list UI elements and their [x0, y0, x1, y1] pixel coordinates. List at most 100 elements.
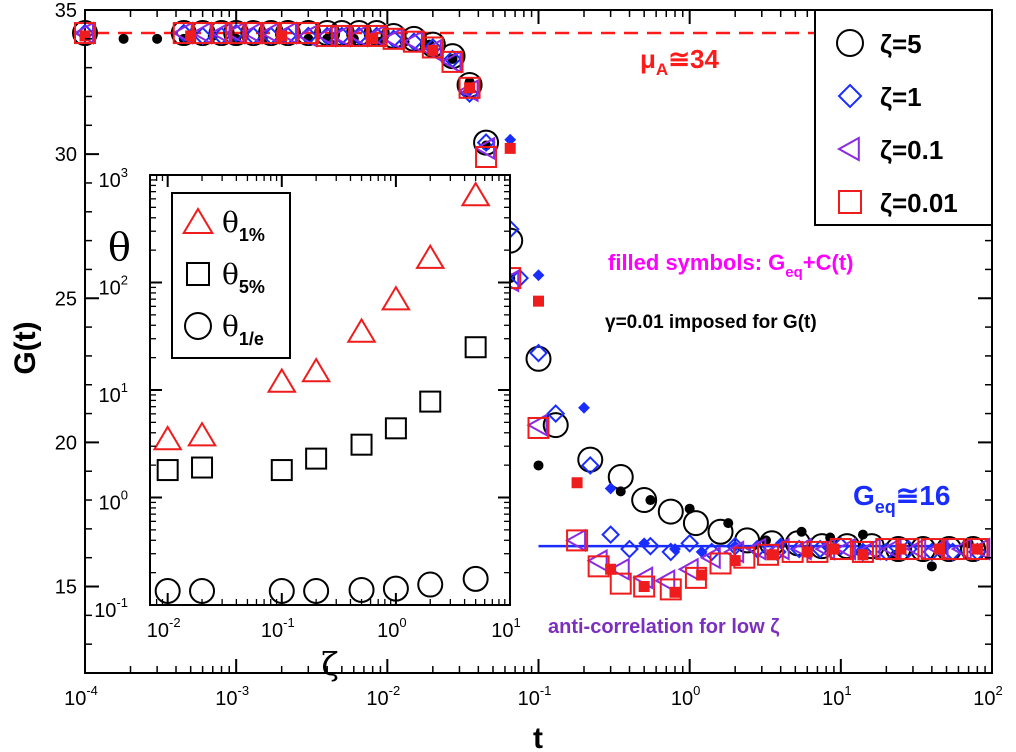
data-point: [440, 50, 462, 74]
data-point: [566, 529, 589, 552]
y-tick-label: 25: [55, 288, 77, 310]
inset-data-point: [415, 243, 446, 269]
inset-x-axis-title: ζ: [321, 645, 338, 683]
x-tick-label: 100: [671, 683, 700, 710]
inset-series-0: [152, 181, 491, 451]
data-point: [209, 21, 231, 45]
main-x-axis-title: t: [533, 722, 543, 752]
series-6: [79, 30, 983, 598]
data-point: [789, 539, 809, 559]
inset-data-point: [419, 390, 442, 413]
data-point: [645, 495, 656, 506]
data-point: [696, 569, 708, 581]
inset-legend-label: θ1/e: [222, 310, 264, 349]
data-point: [620, 539, 639, 559]
data-point: [729, 555, 741, 567]
data-point: [546, 404, 566, 423]
data-point: [638, 537, 651, 550]
data-point: [745, 537, 767, 561]
y-tick-label: 15: [55, 577, 77, 599]
data-point: [835, 537, 857, 561]
data-point: [474, 136, 496, 161]
data-point: [542, 412, 569, 439]
inset-legend-marker: [186, 262, 210, 286]
legend-label: ζ=5: [880, 29, 922, 59]
inset-data-point: [187, 421, 217, 447]
legend-label: ζ=0.01: [880, 188, 958, 218]
data-point: [533, 460, 544, 471]
inset-series-2: [154, 565, 489, 604]
data-point: [571, 477, 583, 489]
data-point: [185, 30, 197, 42]
data-point: [441, 50, 464, 73]
data-point: [707, 518, 734, 545]
data-point: [210, 22, 233, 45]
x-tick-label: 10-3: [215, 683, 249, 710]
data-point: [118, 33, 129, 44]
inset-data-point: [346, 317, 377, 343]
anticorrelation-note: anti-correlation for low ζ: [548, 616, 779, 638]
data-point: [966, 538, 989, 561]
data-point: [633, 575, 656, 598]
data-point: [586, 548, 608, 573]
data-point: [828, 543, 840, 555]
data-point: [152, 33, 163, 44]
data-point: [768, 537, 790, 561]
inset-legend-marker: [184, 312, 212, 340]
data-point: [659, 578, 682, 601]
inset-y-tick-label: 10-1: [94, 595, 128, 622]
data-point: [421, 36, 444, 59]
inset-data-point: [350, 433, 373, 456]
data-point: [527, 416, 550, 439]
data-point: [857, 529, 868, 540]
inset-legend-label: θ1%: [222, 206, 265, 245]
inset-data-point: [301, 357, 332, 383]
data-point: [427, 44, 439, 56]
inset-y-tick-label: 102: [99, 273, 128, 300]
data-point: [680, 533, 700, 553]
data-point: [895, 543, 907, 555]
x-tick-label: 10-1: [518, 683, 552, 710]
data-point: [859, 537, 881, 561]
main-legend: ζ=5 ζ=1 ζ=0.1 ζ=0.01: [814, 9, 993, 226]
data-point: [526, 413, 548, 437]
x-tick-label: 101: [822, 683, 851, 710]
data-point: [801, 546, 813, 558]
data-point: [615, 486, 626, 497]
data-point: [525, 345, 552, 372]
inset-data-point: [152, 425, 183, 451]
data-point: [529, 343, 548, 363]
filled-symbols-note: filled symbols: Geq+C(t): [608, 250, 854, 281]
data-point: [276, 30, 288, 42]
legend-marker: [836, 136, 860, 162]
data-point: [857, 549, 869, 561]
data-point: [604, 482, 617, 495]
data-point: [565, 528, 587, 553]
data-point: [330, 24, 353, 47]
data-point: [367, 33, 379, 45]
data-point: [447, 54, 458, 65]
data-point: [402, 30, 425, 53]
data-point: [757, 543, 780, 566]
inset-data-point: [305, 447, 328, 470]
inset-data-point: [266, 367, 297, 393]
x-tick-label: 10-4: [64, 683, 98, 710]
data-point: [631, 487, 658, 514]
inset-legend: θ1% θ5% θ1/e: [171, 192, 291, 359]
data-point: [723, 518, 734, 529]
y-tick-label: 30: [55, 144, 77, 166]
data-point: [504, 142, 516, 154]
data-point: [316, 24, 339, 47]
legend-label: ζ=0.1: [880, 135, 943, 165]
data-point: [796, 526, 807, 537]
inset-y-axis-title: θ: [108, 225, 131, 269]
data-point: [905, 537, 927, 561]
inset-x-tick-label: 10-2: [147, 615, 181, 642]
inset-data-point: [156, 459, 179, 482]
y-tick-label: 35: [55, 0, 77, 22]
data-point: [766, 549, 778, 561]
x-tick-label: 102: [973, 683, 1002, 710]
data-point: [684, 503, 695, 514]
data-point: [695, 546, 708, 558]
